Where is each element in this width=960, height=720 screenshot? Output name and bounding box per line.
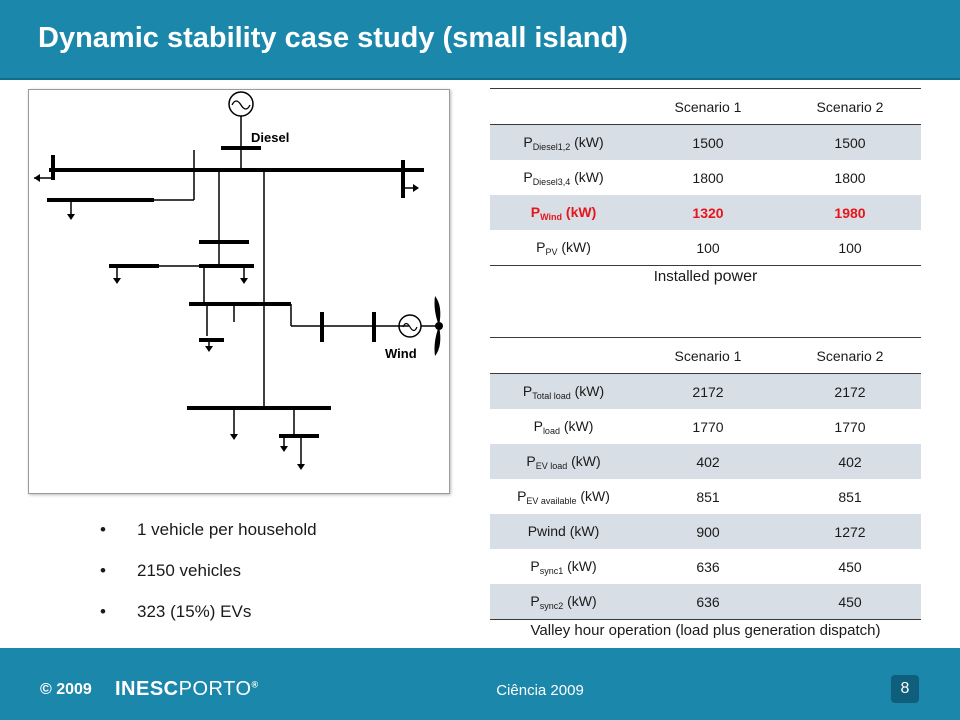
table-row: PEV load (kW) 402 402 [490, 444, 921, 479]
table-header-cell [490, 89, 637, 125]
row-label: PPV (kW) [536, 238, 591, 257]
table-header-cell [490, 338, 637, 374]
row-label: PDiesel3,4 (kW) [523, 168, 604, 187]
row-label: Pload (kW) [533, 417, 594, 436]
table-header-row: Scenario 1 Scenario 2 [490, 88, 921, 125]
scenario2-value: 450 [838, 558, 862, 575]
footer-center-text: Ciência 2009 [496, 682, 584, 699]
scenario2-value: 851 [838, 488, 862, 505]
table-header-cell: Scenario 1 [674, 98, 742, 115]
slide-footer: © 2009 INESCPORTO® Ciência 2009 8 [0, 648, 960, 720]
header-divider [0, 78, 960, 80]
copyright-text: © 2009 [40, 681, 92, 698]
table-row-highlighted: PWind (kW) 1320 1980 [490, 195, 921, 230]
slide-header: Dynamic stability case study (small isla… [0, 0, 960, 80]
table-caption: Valley hour operation (load plus generat… [530, 622, 881, 639]
scenario1-value: 851 [696, 488, 720, 505]
row-label: Pwind (kW) [490, 514, 637, 549]
scenario1-value: 636 [637, 584, 779, 620]
slide-title: Dynamic stability case study (small isla… [38, 22, 628, 54]
scenario1-value: 1770 [692, 418, 724, 435]
single-line-diagram: Diesel Wind [28, 89, 450, 494]
scenario1-value: 1800 [692, 169, 724, 186]
scenario1-value: 2172 [637, 373, 779, 409]
scenario2-value: 1272 [779, 514, 921, 549]
table-row: Psync1 (kW) 636 450 [490, 549, 921, 584]
row-label: PEV load (kW) [490, 444, 637, 479]
scenario1-value: 900 [637, 514, 779, 549]
bullet-item: 323 (15%) EVs [100, 602, 317, 643]
scenario2-value: 1980 [779, 195, 921, 230]
row-label: PWind (kW) [490, 195, 637, 230]
diesel-label: Diesel [251, 130, 289, 145]
scenario2-value: 100 [838, 239, 862, 256]
table-row: Pload (kW) 1770 1770 [490, 409, 921, 444]
turbine-blade-icon [434, 296, 441, 326]
row-label: Psync1 (kW) [530, 557, 597, 576]
scenario1-value: 1320 [637, 195, 779, 230]
table-header-cell: Scenario 2 [816, 347, 884, 364]
scenario1-value: 100 [696, 239, 720, 256]
scenario1-value: 636 [696, 558, 720, 575]
bullet-item: 1 vehicle per household [100, 520, 317, 561]
page-number: 8 [891, 675, 919, 703]
installed-power-table: Scenario 1 Scenario 2 PDiesel1,2 (kW) 15… [490, 88, 921, 286]
table-row: PEV available (kW) 851 851 [490, 479, 921, 514]
bullet-item: 2150 vehicles [100, 561, 317, 602]
inescporto-logo: INESCPORTO® [115, 678, 259, 700]
table-header-cell: Scenario 1 [674, 347, 742, 364]
scenario2-value: 2172 [779, 373, 921, 409]
scenario2-value: 1800 [834, 169, 866, 186]
table-row: PTotal load (kW) 2172 2172 [490, 373, 921, 409]
scenario2-value: 1770 [834, 418, 866, 435]
table-header-cell: Scenario 2 [816, 98, 884, 115]
valley-hour-table: Scenario 1 Scenario 2 PTotal load (kW) 2… [490, 337, 921, 639]
table-row: Pwind (kW) 900 1272 [490, 514, 921, 549]
scenario1-value: 1500 [637, 124, 779, 160]
table-caption: Installed power [653, 268, 758, 285]
scenario2-value: 402 [779, 444, 921, 479]
table-row: PDiesel1,2 (kW) 1500 1500 [490, 124, 921, 160]
row-label: PDiesel1,2 (kW) [490, 124, 637, 160]
wind-label: Wind [385, 346, 417, 361]
scenario2-value: 1500 [779, 124, 921, 160]
row-label: PEV available (kW) [517, 487, 610, 506]
table-row: PDiesel3,4 (kW) 1800 1800 [490, 160, 921, 195]
scenario1-value: 402 [637, 444, 779, 479]
scenario2-value: 450 [779, 584, 921, 620]
network-diagram-svg: Diesel Wind [34, 91, 443, 470]
generator-wave-icon [231, 100, 251, 110]
row-label: PTotal load (kW) [490, 373, 637, 409]
bullet-list: 1 vehicle per household 2150 vehicles 32… [100, 520, 317, 643]
table-row: PPV (kW) 100 100 [490, 230, 921, 266]
table-header-row: Scenario 1 Scenario 2 [490, 337, 921, 374]
row-label: Psync2 (kW) [490, 584, 637, 620]
table-row: Psync2 (kW) 636 450 [490, 584, 921, 620]
